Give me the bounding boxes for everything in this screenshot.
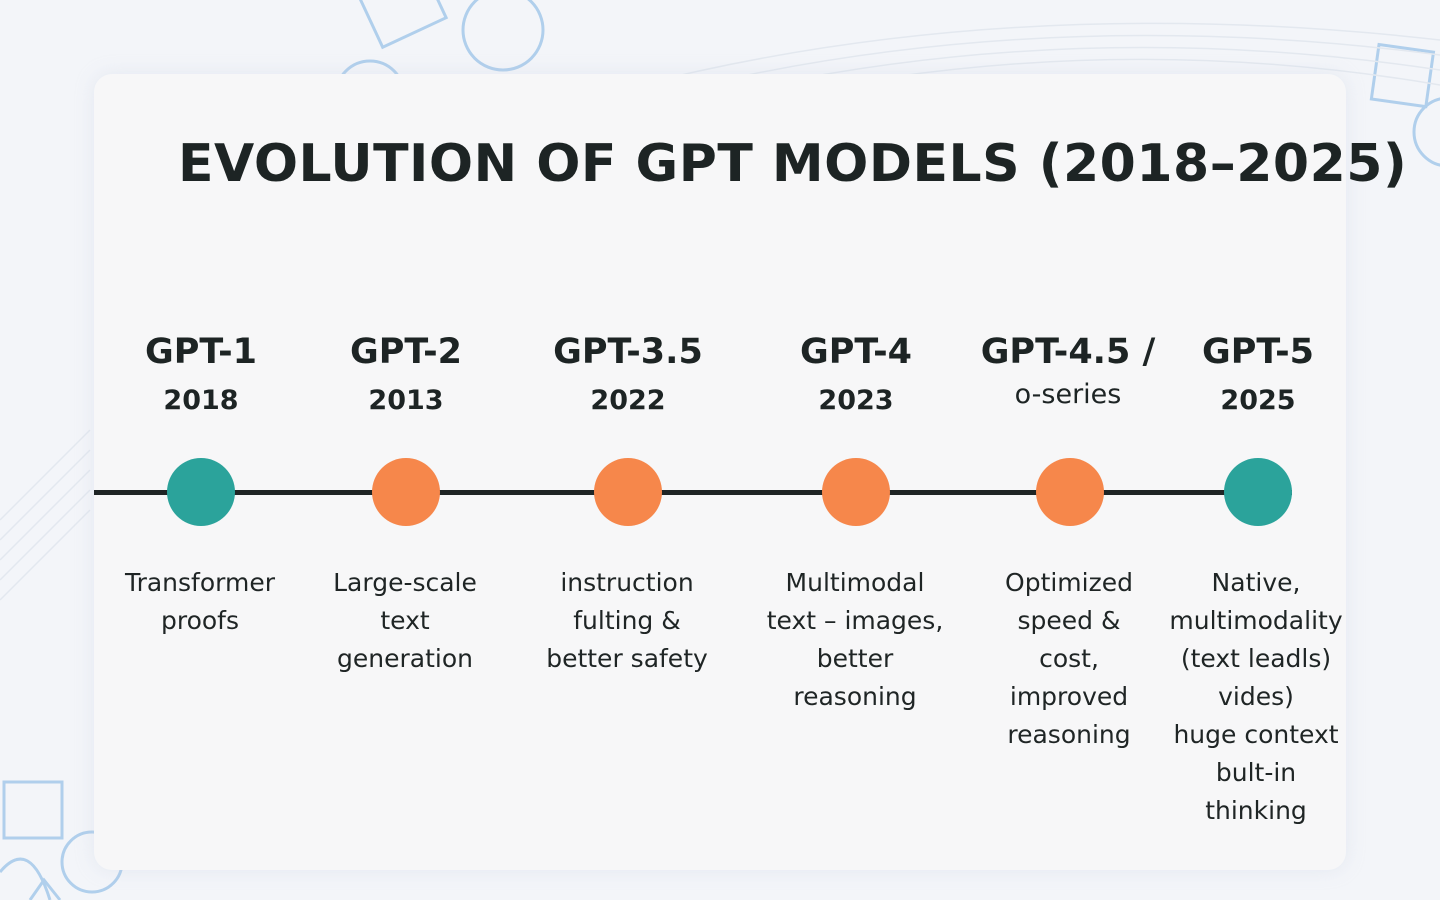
milestone-description: instruction fulting & better safety <box>527 564 727 678</box>
milestone-name: GPT-2 <box>350 332 462 372</box>
description-line: (text leadls) <box>1180 644 1332 673</box>
description-line: reasoning <box>793 682 917 711</box>
timeline-axis <box>94 490 1292 495</box>
milestone-name: GPT-5 <box>1202 332 1314 372</box>
page-title: EVOLUTION OF GPT MODELS (2018–2025) <box>178 134 1408 194</box>
milestone-description: Multimodal text – images, better reasoni… <box>755 564 955 716</box>
description-line: fulting & <box>573 606 681 635</box>
circle-shape <box>1412 97 1440 167</box>
square-shape <box>2 780 64 840</box>
milestone-year: 2018 <box>163 385 239 416</box>
description-line: speed & <box>1017 606 1121 635</box>
milestone-dot <box>167 458 235 526</box>
milestone-year: 2025 <box>1220 385 1296 416</box>
milestone-name: GPT-3.5 <box>553 332 703 372</box>
description-line: proofs <box>160 606 239 635</box>
milestone-description: Large-scale text generation <box>305 564 505 678</box>
triangle-shape <box>28 877 62 900</box>
milestone-dot <box>594 458 662 526</box>
description-line: Multimodal <box>785 568 925 597</box>
square-shape <box>1369 42 1436 109</box>
milestone-dot <box>822 458 890 526</box>
description-line: multimodality <box>1169 606 1343 635</box>
milestone-name: GPT-1 <box>145 332 257 372</box>
description-line: instruction <box>560 568 694 597</box>
description-line: generation <box>337 644 473 673</box>
milestone-description: Optimized speed & cost, improved reasoni… <box>969 564 1169 754</box>
description-line: vides) <box>1218 682 1294 711</box>
description-line: bult-in <box>1215 758 1297 787</box>
milestone-name: GPT-4.5 / <box>980 332 1156 372</box>
timeline-card <box>94 74 1346 870</box>
arc-shape <box>0 857 52 900</box>
milestone-dot <box>372 458 440 526</box>
milestone-dot <box>1224 458 1292 526</box>
milestone-year: o-series <box>1014 379 1122 410</box>
circle-shape <box>461 0 545 72</box>
description-line: Large-scale <box>333 568 477 597</box>
milestone-name: GPT-4 <box>800 332 912 372</box>
description-line: improved <box>1009 682 1129 711</box>
milestone-year: 2022 <box>590 385 666 416</box>
square-shape <box>357 0 449 50</box>
milestone-year: 2013 <box>368 385 444 416</box>
description-line: text <box>380 606 430 635</box>
description-line: better safety <box>546 644 708 673</box>
milestone-description: Transformer proofs <box>100 564 300 640</box>
description-line: Transformer <box>124 568 275 597</box>
description-line: huge context <box>1173 720 1339 749</box>
description-line: reasoning <box>1007 720 1131 749</box>
description-line: cost, <box>1039 644 1099 673</box>
description-line: Optimized <box>1005 568 1133 597</box>
description-line: thinking <box>1205 796 1307 825</box>
milestone-year: 2023 <box>818 385 894 416</box>
description-line: text – images, <box>766 606 944 635</box>
milestone-description: Native, multimodality (text leadls) vide… <box>1156 564 1356 830</box>
milestone-dot <box>1036 458 1104 526</box>
description-line: Native, <box>1211 568 1301 597</box>
description-line: better <box>816 644 894 673</box>
